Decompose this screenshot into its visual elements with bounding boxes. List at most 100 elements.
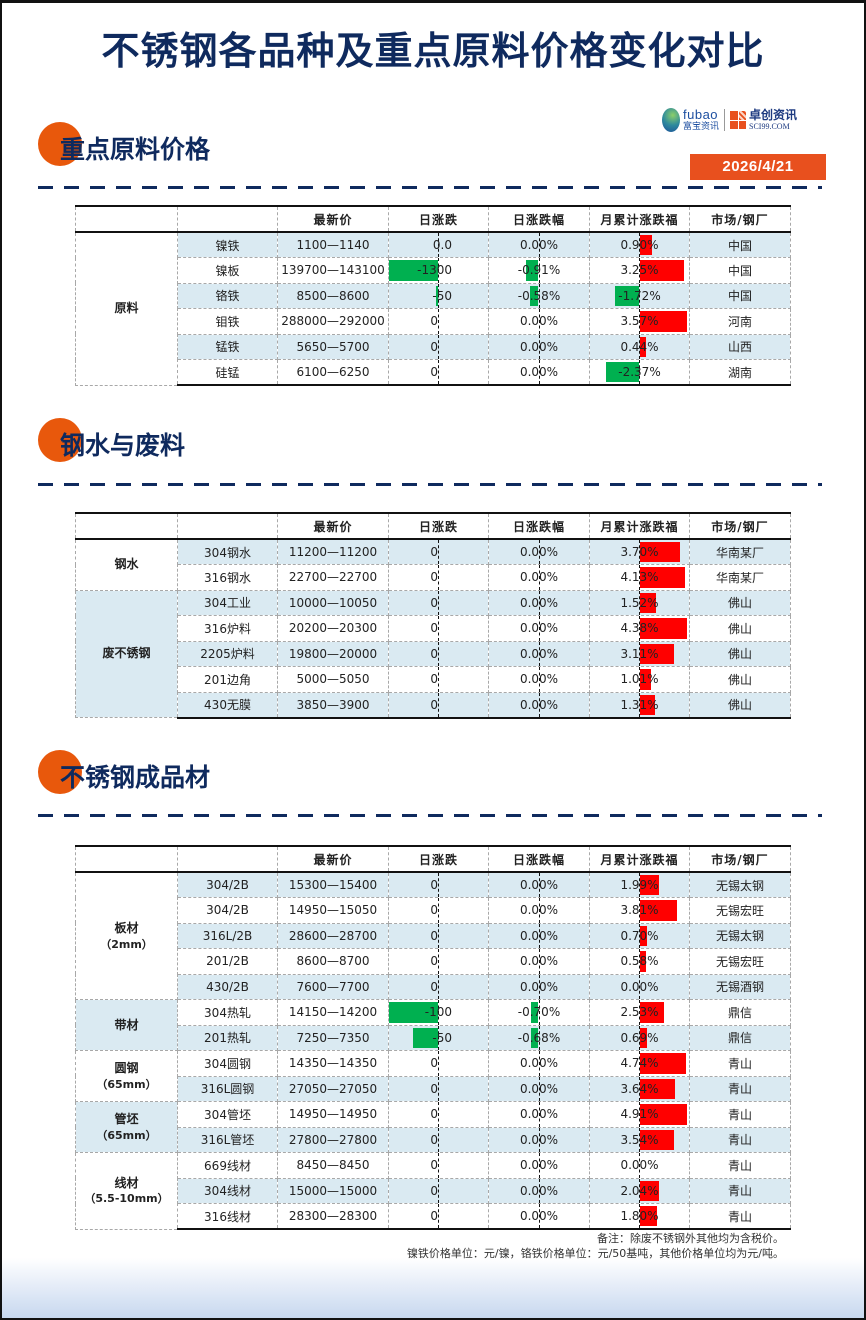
group-label: 原料 [75,232,178,386]
daily-change-pct: 0.00% [488,948,590,975]
daily-change-pct: -0.91% [488,257,590,284]
product-name: 316L/2B [177,923,278,949]
monthly-change-pct: 4.38% [589,615,690,642]
product-name: 2205炉料 [177,641,278,667]
latest-price: 1100—1140 [277,232,389,258]
monthly-change-pct: 2.04% [589,1178,690,1204]
table-row: 钼铁 288000—292000 0 0.00% 3.57% 河南 [76,308,791,335]
header-daily-change: 日涨跌 [388,205,489,233]
product-name: 304管坯 [177,1101,278,1128]
zero-axis-line [539,233,540,257]
header-name [177,205,278,233]
zero-axis-line [539,949,540,974]
daily-change-pct: 0.00% [488,1178,590,1204]
orange-circle-icon [38,122,82,166]
zero-axis-line [539,1153,540,1178]
monthly-change-pct: 3.57% [589,308,690,335]
daily-change-pct: 0.00% [488,923,590,949]
latest-price: 6100—6250 [277,359,389,386]
zero-axis-line [639,360,640,384]
market-name: 青山 [689,1101,791,1128]
product-name: 316钢水 [177,564,278,591]
table-row: 430无膜 3850—3900 0 0.00% 1.31% 佛山 [76,692,791,719]
latest-price: 5650—5700 [277,334,389,360]
zero-axis-line [539,1204,540,1228]
zero-axis-line [539,974,540,999]
zero-axis-line [539,692,540,717]
zero-axis-line [438,898,439,923]
daily-change: 0 [388,564,489,591]
market-name: 佛山 [689,590,791,616]
header-latest-price: 最新价 [277,205,389,233]
market-name: 青山 [689,1050,791,1077]
daily-change-bar [389,260,438,281]
daily-change-pct: 0.00% [488,539,590,565]
monthly-change-pct: 0.69% [589,1025,690,1051]
monthly-pct-bar [640,1078,675,1099]
zero-axis-line [539,1178,540,1203]
daily-change-pct: 0.00% [488,1127,590,1153]
table-row: 钢水 304钢水 11200—11200 0 0.00% 3.70% 华南某厂 [75,539,791,591]
page-title: 不锈钢各品种及重点原料价格变化对比 [101,29,765,73]
header-group [75,512,178,540]
product-name: 铬铁 [177,283,278,309]
footnote-tax: 备注：除废不锈钢外其他均为含税价。 [597,1232,784,1245]
zero-axis-line [438,565,439,590]
daily-change: -1300 [388,257,489,284]
monthly-pct-bar [640,875,659,895]
market-name: 中国 [689,232,791,258]
daily-change: 0 [388,897,489,924]
date-badge: 2026/4/21 [690,154,826,180]
monthly-pct-bar [640,618,687,639]
product-name: 锰铁 [177,334,278,360]
header-latest-price: 最新价 [277,512,389,540]
daily-change: 0 [388,692,489,719]
product-name: 316线材 [177,1203,278,1230]
zero-axis-line [539,1051,540,1076]
table-row: 201/2B 8600—8700 0 0.00% 0.58% 无锡宏旺 [76,948,791,975]
zero-axis-line [539,590,540,615]
header-monthly-change-pct: 月累计涨跌福 [589,205,690,233]
monthly-change-pct: 1.01% [589,666,690,693]
zero-axis-line [539,360,540,384]
header-monthly-change-pct: 月累计涨跌福 [589,845,690,873]
product-name: 硅锰 [177,359,278,386]
daily-change-pct: 0.00% [488,974,590,1000]
daily-change-pct: 0.00% [488,641,590,667]
zero-axis-line [438,590,439,615]
zero-axis-line [438,309,439,334]
zero-axis-line [438,258,439,283]
header-daily-change-pct: 日涨跌幅 [488,512,590,540]
daily-change-pct: -0.68% [488,1025,590,1051]
dashed-divider [38,186,822,189]
market-name: 无锡太钢 [689,872,791,898]
zero-axis-line [539,309,540,334]
product-name: 304/2B [177,872,278,898]
group-label: 带材 [75,999,178,1051]
daily-change: 0 [388,641,489,667]
monthly-pct-bar [640,592,656,613]
product-name: 304圆钢 [177,1050,278,1077]
monthly-change-pct: 3.11% [589,641,690,667]
zero-axis-line [639,1127,640,1152]
zero-axis-line [438,873,439,897]
daily-change-pct: 0.00% [488,1203,590,1230]
zero-axis-line [438,692,439,717]
table-row: 管坯 （65mm） 304管坯 14950—14950 0 0.00% 4.91% 青山 [75,1101,791,1153]
product-name: 镍板 [177,257,278,284]
zero-axis-line [438,1076,439,1101]
monthly-pct-bar [640,643,674,664]
zero-axis-line [438,667,439,692]
finished-products-table: 最新价 日涨跌 日涨跌幅 月累计涨跌福 市场/钢厂 板材 （2mm） 304/2B 15300—… [75,845,791,1230]
section-heading-finished-products: 不锈钢成品材 [38,750,338,800]
monthly-change-pct: 3.54% [589,1127,690,1153]
logo-divider [724,109,726,131]
header-daily-change-pct: 日涨跌幅 [488,205,590,233]
zero-axis-line [639,1153,640,1178]
header-name [177,512,278,540]
latest-price: 15000—15000 [277,1178,389,1204]
monthly-change-pct: 3.25% [589,257,690,284]
zero-axis-line [639,1102,640,1127]
group-label: 管坯 （65mm） [75,1101,178,1153]
monthly-pct-bar [640,1027,647,1048]
